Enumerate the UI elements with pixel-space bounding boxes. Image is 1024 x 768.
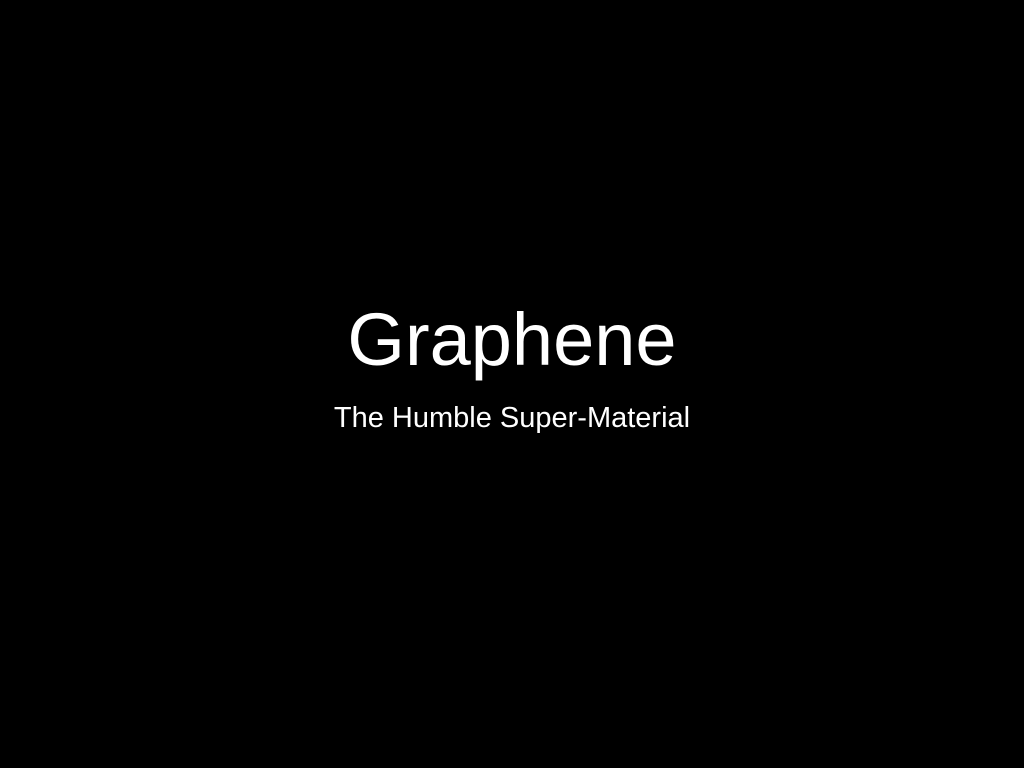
slide-title: Graphene <box>347 298 677 381</box>
slide-subtitle: The Humble Super-Material <box>333 402 691 434</box>
